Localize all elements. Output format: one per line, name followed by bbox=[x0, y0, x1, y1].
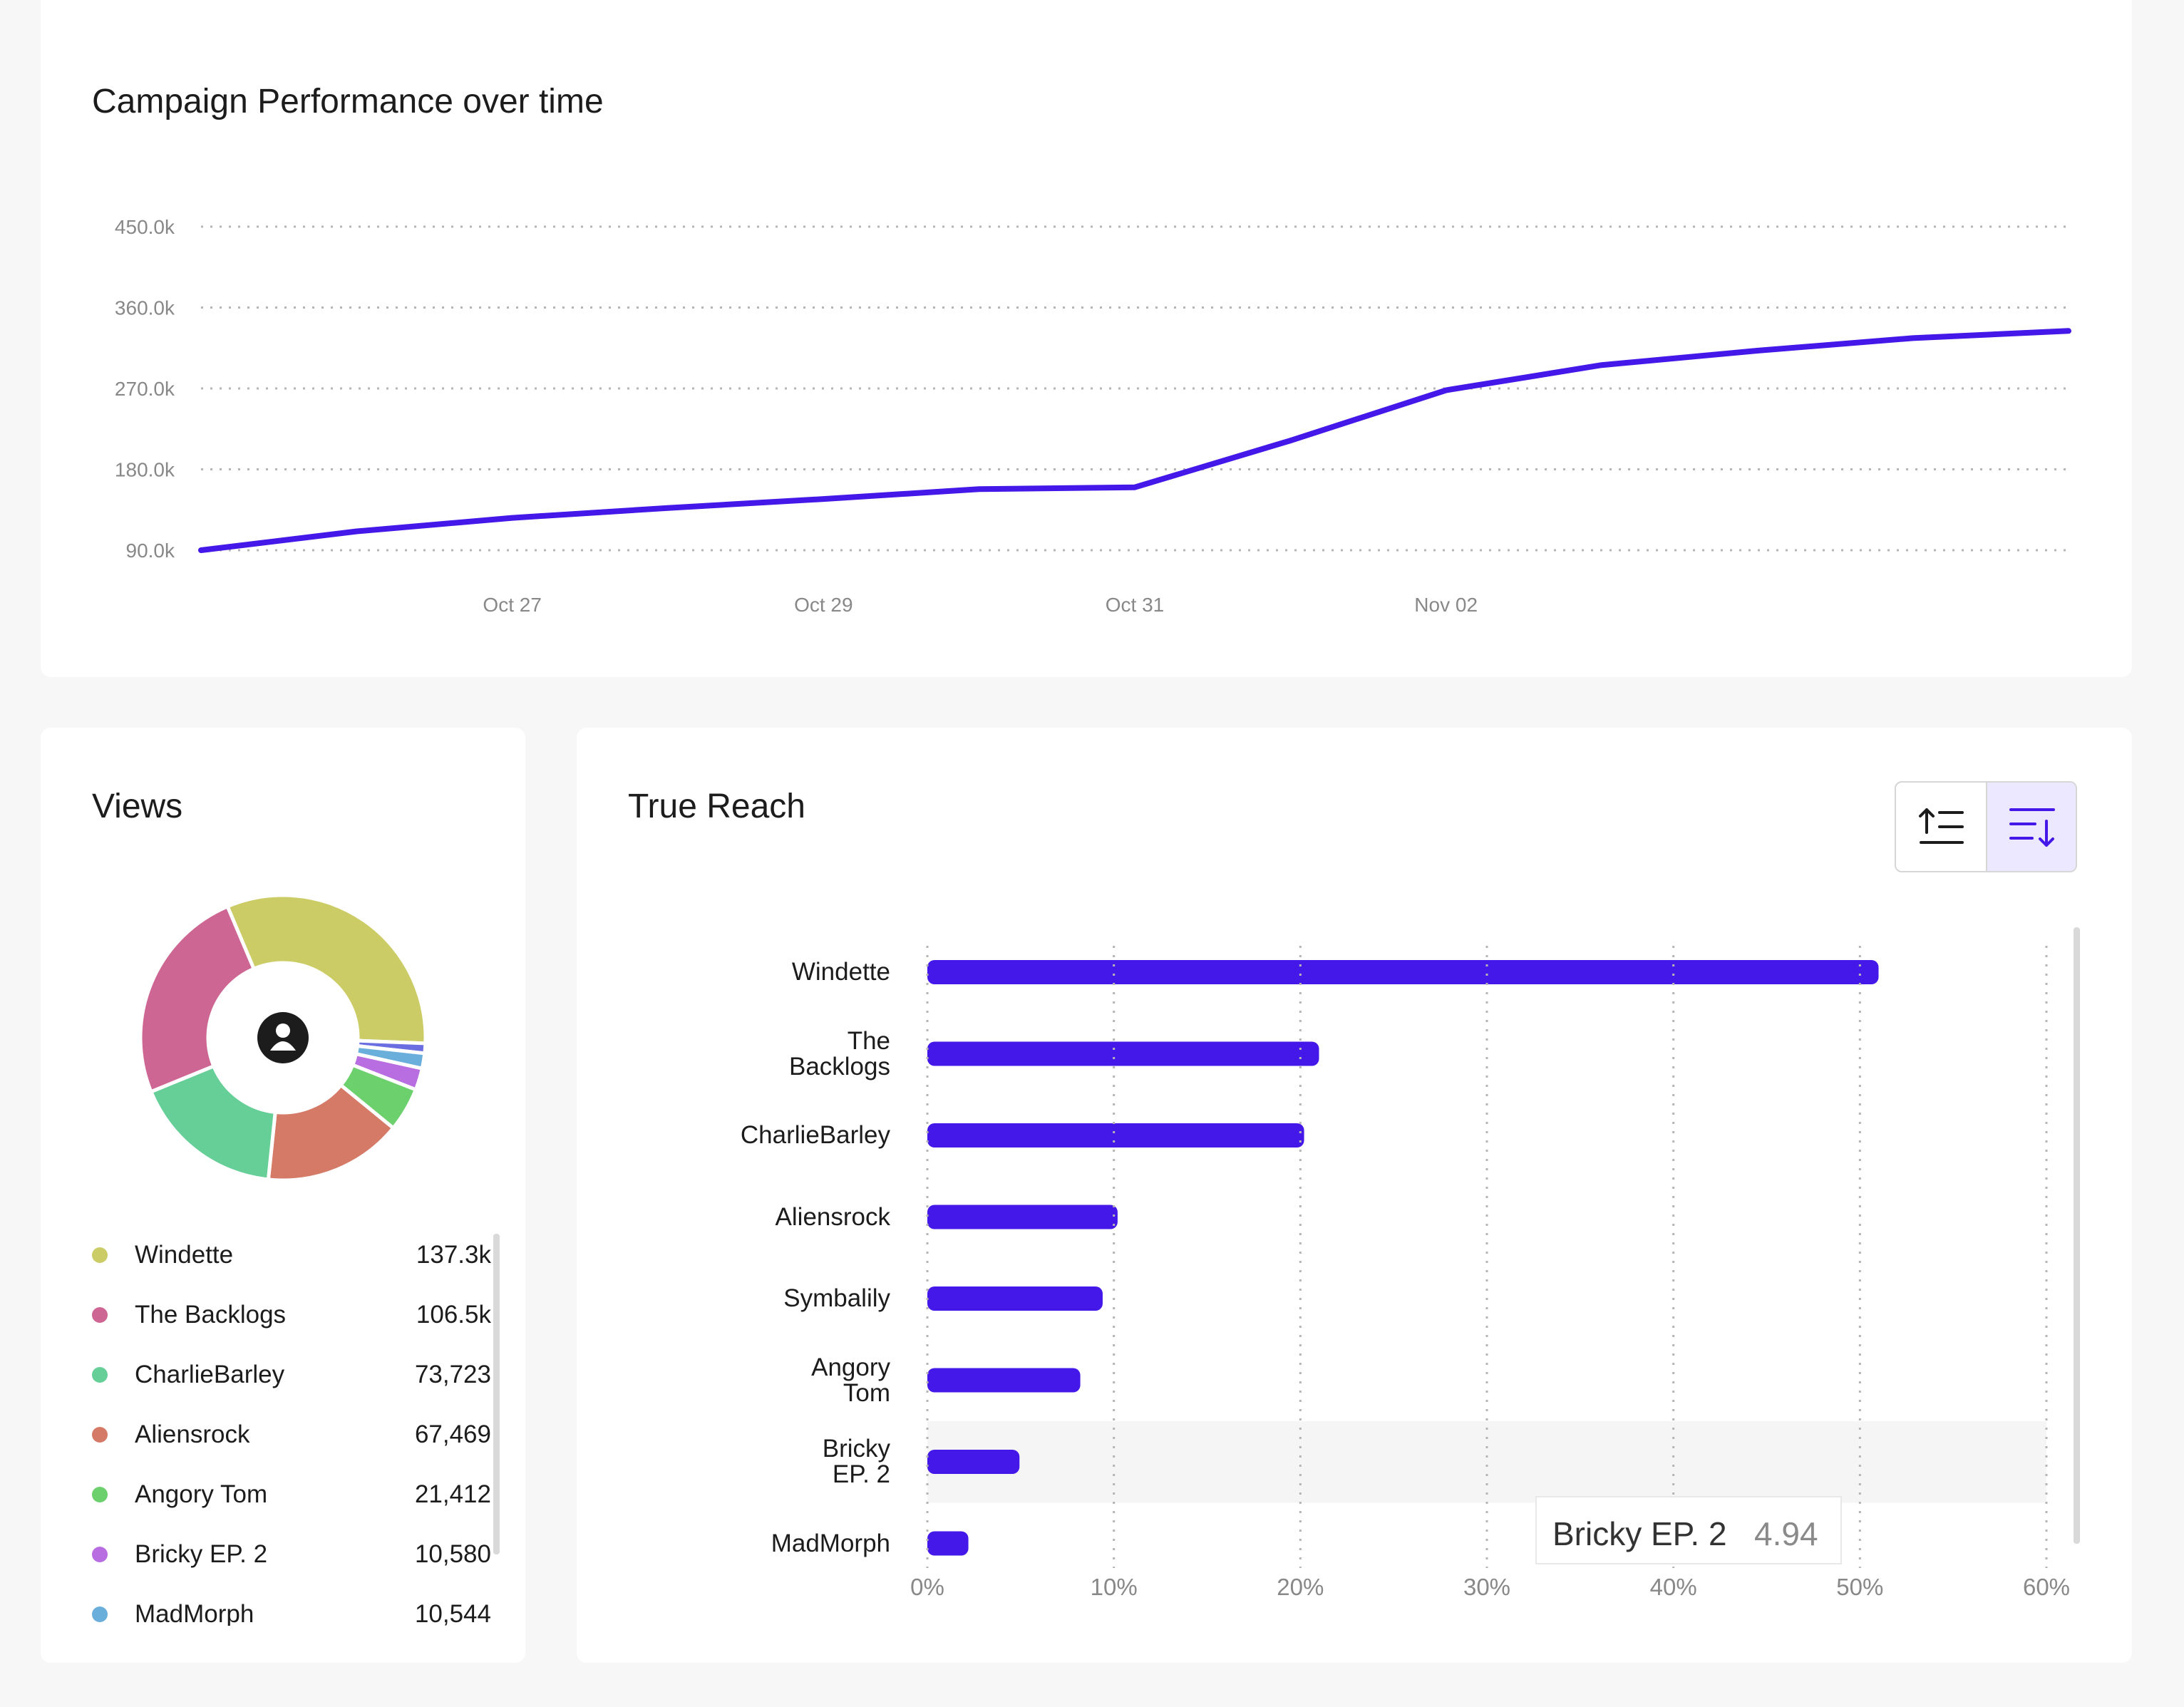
legend-name: Angory Tom bbox=[135, 1480, 268, 1508]
y-tick-label: 270.0k bbox=[115, 378, 175, 400]
performance-line-chart: 450.0k 360.0k 270.0k 180.0k 90.0k Oct 27 Oct 2… bbox=[115, 216, 2071, 616]
performance-card: Campaign Performance over time 450.0k 360… bbox=[41, 0, 2132, 677]
bar-category-label: Symbalily bbox=[783, 1284, 890, 1312]
pie-slice[interactable] bbox=[148, 1063, 277, 1182]
bar[interactable] bbox=[927, 1041, 1319, 1066]
hover-band bbox=[927, 1421, 2046, 1503]
bar[interactable] bbox=[927, 1531, 969, 1556]
legend-value: 67,469 bbox=[414, 1420, 491, 1448]
bar-category-label: Angory Tom bbox=[811, 1353, 890, 1407]
tooltip-value: 4.94 bbox=[1754, 1515, 1818, 1552]
legend-value: 106.5k bbox=[416, 1301, 491, 1329]
legend-dot bbox=[92, 1607, 108, 1622]
legend-dot bbox=[92, 1427, 108, 1443]
series-line bbox=[198, 328, 2071, 553]
legend-name: Windette bbox=[135, 1241, 234, 1269]
legend-item[interactable]: The Backlogs 106.5k bbox=[92, 1294, 491, 1336]
bar[interactable] bbox=[927, 1205, 1118, 1229]
legend-item[interactable]: Aliensrock 67,469 bbox=[92, 1413, 491, 1456]
legend-dot bbox=[92, 1487, 108, 1502]
tooltip-name: Bricky EP. 2 bbox=[1552, 1515, 1727, 1552]
legend-item[interactable]: MadMorph 10,544 bbox=[92, 1593, 491, 1626]
legend-dot bbox=[92, 1367, 108, 1383]
views-legend: Windette 137.3k The Backlogs 106.5k CharlieB… bbox=[92, 1234, 491, 1626]
sort-ascending-icon bbox=[1919, 808, 1964, 844]
x-tick-label: 60% bbox=[2023, 1574, 2070, 1600]
views-title: Views bbox=[92, 788, 183, 825]
legend-value: 10,544 bbox=[414, 1600, 491, 1626]
bar-category-labels: Windette The Backlogs CharlieBarley Aliensr… bbox=[577, 728, 897, 1663]
x-tick-label: 30% bbox=[1463, 1574, 1510, 1600]
legend-name: CharlieBarley bbox=[135, 1361, 285, 1388]
pie-slice[interactable] bbox=[225, 893, 428, 1046]
sort-ascending-button[interactable] bbox=[1896, 783, 1986, 871]
views-donut-chart bbox=[138, 893, 428, 1182]
sort-descending-button[interactable] bbox=[1987, 783, 2076, 871]
x-tick-label: Oct 29 bbox=[794, 594, 853, 616]
legend-dot bbox=[92, 1307, 108, 1323]
bar-category-label: Aliensrock bbox=[775, 1202, 890, 1231]
bar-category-label: CharlieBarley bbox=[740, 1121, 890, 1149]
performance-title: Campaign Performance over time bbox=[92, 83, 604, 120]
legend-dot bbox=[92, 1247, 108, 1263]
views-card: Views Windette 137.3k The Backlogs 106.5k Ch… bbox=[41, 728, 525, 1663]
legend-item[interactable]: Bricky EP. 2 10,580 bbox=[92, 1533, 491, 1576]
legend-name: MadMorph bbox=[135, 1600, 254, 1626]
legend-value: 10,580 bbox=[414, 1540, 491, 1568]
x-tick-label: 40% bbox=[1650, 1574, 1697, 1600]
bar-category-label: The Backlogs bbox=[788, 1026, 890, 1081]
true-reach-scrollbar[interactable] bbox=[2074, 927, 2080, 1544]
y-tick-label: 180.0k bbox=[115, 459, 175, 481]
x-tick-label: 50% bbox=[1836, 1574, 1883, 1600]
sort-toggle bbox=[1895, 781, 2077, 872]
legend-value: 137.3k bbox=[416, 1241, 491, 1269]
sort-divider bbox=[1986, 783, 1987, 871]
pie-slice[interactable] bbox=[138, 904, 257, 1094]
y-tick-label: 90.0k bbox=[126, 540, 175, 562]
x-tick-label: Oct 31 bbox=[1106, 594, 1164, 616]
bar[interactable] bbox=[927, 960, 1879, 984]
bar-tooltip: Bricky EP. 2 4.94 bbox=[1535, 1496, 1842, 1564]
legend-dot bbox=[92, 1547, 108, 1562]
y-tick-label: 450.0k bbox=[115, 216, 175, 238]
bar[interactable] bbox=[927, 1368, 1081, 1393]
bar[interactable] bbox=[927, 1286, 1103, 1311]
x-tick-label: Nov 02 bbox=[1414, 594, 1478, 616]
true-reach-bar-chart: 0% 10% 20% 30% 40% 50% 60% bbox=[910, 946, 2070, 1600]
y-tick-label: 360.0k bbox=[115, 297, 175, 319]
bars-group bbox=[927, 960, 2046, 1556]
legend-name: The Backlogs bbox=[135, 1301, 287, 1329]
legend-item[interactable]: CharlieBarley 73,723 bbox=[92, 1353, 491, 1396]
true-reach-card: True Reach Windette The Backlogs CharlieBa… bbox=[577, 728, 2132, 1663]
bar[interactable] bbox=[927, 1450, 1020, 1474]
user-icon bbox=[257, 1012, 309, 1063]
x-tick-label: 10% bbox=[1091, 1574, 1138, 1600]
bar[interactable] bbox=[927, 1123, 1304, 1148]
x-tick-label: 0% bbox=[910, 1574, 944, 1600]
x-tick-label: 20% bbox=[1277, 1574, 1324, 1600]
legend-value: 21,412 bbox=[414, 1480, 491, 1508]
legend-value: 73,723 bbox=[414, 1361, 491, 1388]
bar-category-label: MadMorph bbox=[771, 1529, 890, 1557]
legend-name: Bricky EP. 2 bbox=[135, 1540, 268, 1568]
true-reach-title: True Reach bbox=[628, 788, 805, 825]
x-tick-label: Oct 27 bbox=[483, 594, 541, 616]
sort-descending-icon bbox=[2009, 808, 2055, 847]
views-legend-scrollbar[interactable] bbox=[493, 1234, 500, 1554]
legend-item[interactable]: Windette 137.3k bbox=[92, 1234, 491, 1277]
bar-category-label: Bricky EP. 2 bbox=[822, 1435, 890, 1488]
legend-name: Aliensrock bbox=[135, 1420, 250, 1448]
bar-category-label: Windette bbox=[791, 958, 890, 986]
legend-item[interactable]: Angory Tom 21,412 bbox=[92, 1473, 491, 1516]
